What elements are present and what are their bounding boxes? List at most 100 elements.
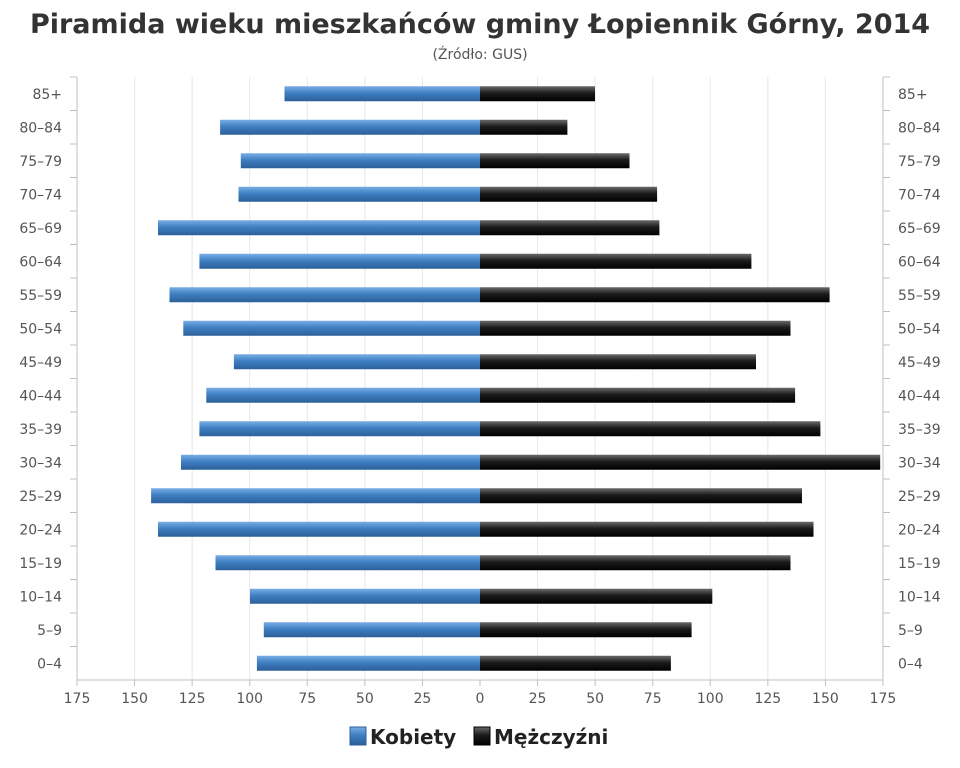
- y-label-right: 70–74: [898, 187, 941, 203]
- bar-kobiety: [240, 153, 480, 169]
- y-label-left: 15–19: [19, 556, 62, 572]
- y-label-right: 0–4: [898, 656, 923, 672]
- bar-mezczyzni: [480, 588, 713, 604]
- y-label-left: 70–74: [19, 187, 62, 203]
- bar-kobiety: [169, 287, 480, 303]
- x-tick-label: 75: [298, 691, 316, 707]
- bar-mezczyzni: [480, 287, 830, 303]
- y-label-left: 5–9: [37, 623, 62, 639]
- legend-label-mezczyzni: Mężczyźni: [494, 725, 608, 749]
- y-label-left: 30–34: [19, 455, 62, 471]
- bar-kobiety: [151, 488, 480, 504]
- grid: [76, 77, 884, 680]
- bar-mezczyzni: [480, 622, 692, 638]
- x-tick-label: 25: [529, 691, 547, 707]
- bar-kobiety: [284, 86, 480, 102]
- bar-kobiety: [158, 521, 480, 537]
- x-tick-label: 75: [644, 691, 662, 707]
- bars: [151, 86, 881, 671]
- bar-mezczyzni: [480, 119, 568, 135]
- x-tick-label: 175: [870, 691, 897, 707]
- y-label-right: 75–79: [898, 154, 941, 170]
- bar-kobiety: [183, 320, 481, 336]
- bar-kobiety: [233, 354, 480, 370]
- y-label-right: 10–14: [898, 589, 941, 605]
- y-label-right: 20–24: [898, 522, 941, 538]
- x-tick-label: 150: [121, 691, 148, 707]
- bar-mezczyzni: [480, 521, 814, 537]
- bar-mezczyzni: [480, 320, 791, 336]
- y-label-right: 40–44: [898, 388, 941, 404]
- x-tick-label: 125: [754, 691, 781, 707]
- bar-mezczyzni: [480, 220, 660, 236]
- y-label-left: 60–64: [19, 254, 62, 270]
- bar-mezczyzni: [480, 86, 595, 102]
- y-label-left: 55–59: [19, 288, 62, 304]
- y-label-left: 75–79: [19, 154, 62, 170]
- y-label-right: 5–9: [898, 623, 923, 639]
- bar-kobiety: [206, 387, 481, 403]
- bar-kobiety: [215, 555, 480, 571]
- y-label-right: 55–59: [898, 288, 941, 304]
- bar-kobiety: [220, 119, 480, 135]
- x-tick-label: 100: [236, 691, 263, 707]
- y-label-right: 50–54: [898, 321, 941, 337]
- y-label-right: 25–29: [898, 489, 941, 505]
- bar-mezczyzni: [480, 421, 821, 437]
- y-label-left: 45–49: [19, 355, 62, 371]
- bar-mezczyzni: [480, 153, 630, 169]
- y-label-right: 80–84: [898, 120, 941, 136]
- x-axis-labels: 175 150 125 100 75 50 25 0 25 50 75 100 125 150 175: [64, 691, 897, 707]
- y-label-left: 25–29: [19, 489, 62, 505]
- y-label-right: 15–19: [898, 556, 941, 572]
- y-label-left: 65–69: [19, 221, 62, 237]
- x-tick-label: 50: [356, 691, 374, 707]
- bar-mezczyzni: [480, 488, 802, 504]
- bar-kobiety: [256, 655, 480, 671]
- legend-label-kobiety: Kobiety: [370, 725, 456, 749]
- bar-kobiety: [199, 253, 480, 269]
- y-label-right: 65–69: [898, 221, 941, 237]
- bar-kobiety: [181, 454, 480, 470]
- bar-mezczyzni: [480, 655, 671, 671]
- x-tick-label: 175: [64, 691, 91, 707]
- bar-mezczyzni: [480, 253, 752, 269]
- chart-title: Piramida wieku mieszkańców gminy Łopienn…: [30, 9, 930, 40]
- legend: Kobiety Mężczyźni: [349, 725, 608, 749]
- y-label-left: 50–54: [19, 321, 62, 337]
- bar-mezczyzni: [480, 186, 658, 202]
- y-label-left: 20–24: [19, 522, 62, 538]
- x-tick-label: 150: [812, 691, 839, 707]
- y-label-left: 10–14: [19, 589, 62, 605]
- bar-kobiety: [250, 588, 480, 604]
- legend-swatch-mezczyzni: [473, 726, 491, 746]
- x-tick-label: 0: [476, 691, 485, 707]
- y-label-left: 35–39: [19, 422, 62, 438]
- bar-kobiety: [199, 421, 480, 437]
- y-label-right: 85+: [898, 87, 928, 103]
- y-label-right: 35–39: [898, 422, 941, 438]
- bar-mezczyzni: [480, 354, 756, 370]
- y-label-right: 30–34: [898, 455, 941, 471]
- bar-kobiety: [238, 186, 480, 202]
- y-label-left: 85+: [32, 87, 62, 103]
- x-tick-label: 50: [586, 691, 604, 707]
- axes: [70, 76, 890, 686]
- y-label-right: 60–64: [898, 254, 941, 270]
- chart-subtitle: (Źródło: GUS): [432, 45, 527, 63]
- x-tick-label: 100: [697, 691, 724, 707]
- y-label-left: 80–84: [19, 120, 62, 136]
- bar-mezczyzni: [480, 387, 796, 403]
- bar-mezczyzni: [480, 454, 881, 470]
- y-label-right: 45–49: [898, 355, 941, 371]
- x-tick-label: 25: [414, 691, 432, 707]
- bar-kobiety: [158, 220, 480, 236]
- legend-swatch-kobiety: [349, 726, 367, 746]
- y-axis-labels: 85+ 85+ 80–84 80–84 75–79 75–79 70–74 70–74 65–6…: [19, 87, 940, 673]
- y-label-left: 40–44: [19, 388, 62, 404]
- x-tick-label: 125: [179, 691, 206, 707]
- bar-mezczyzni: [480, 555, 791, 571]
- bar-kobiety: [263, 622, 480, 638]
- y-label-left: 0–4: [37, 656, 62, 672]
